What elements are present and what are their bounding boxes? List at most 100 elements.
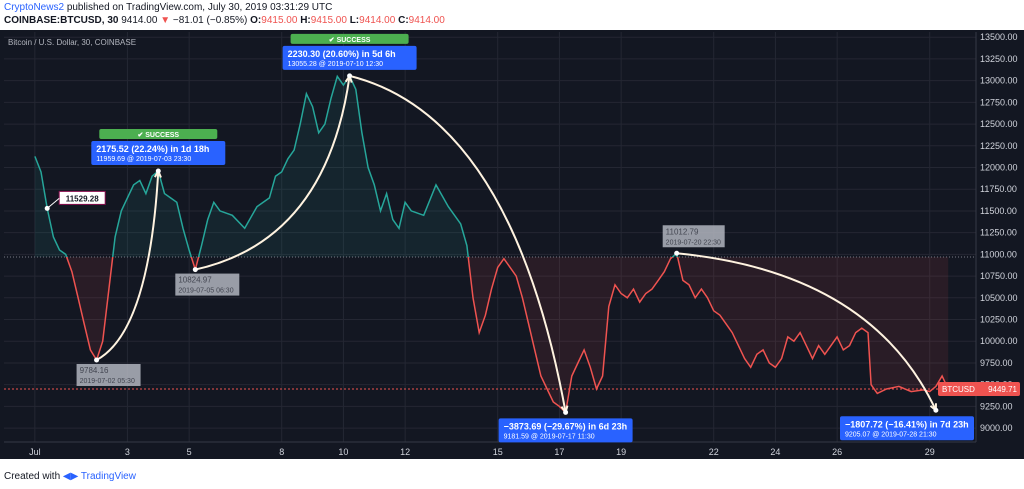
chart-header: CryptoNews2 published on TradingView.com… xyxy=(0,0,1024,30)
initial-price-label: 11529.28 xyxy=(66,194,99,203)
move-arc-0 xyxy=(96,170,160,361)
last-price: 9414.00 xyxy=(121,15,158,26)
high-value: 9415.00 xyxy=(310,15,347,26)
close-value: 9414.00 xyxy=(408,15,445,26)
price-change: −81.01 (−0.85%) xyxy=(172,15,248,26)
open-value: 9415.00 xyxy=(261,15,298,26)
y-tick-label-5: 10250.00 xyxy=(980,315,1018,325)
pivot-box-low-jul2 xyxy=(76,363,141,386)
y-tick-label-0: 9000.00 xyxy=(980,423,1013,433)
ohlc-bar: COINBASE:BTCUSD, 30 9414.00 ▼ −81.01 (−0… xyxy=(4,15,445,26)
y-tick-label-13: 12250.00 xyxy=(980,141,1018,151)
chart-watermark: Bitcoin / U.S. Dollar, 30, COINBASE xyxy=(8,38,137,47)
move-callout-text-0: 2175.52 (22.24%) in 1d 18h xyxy=(96,144,209,154)
pivot-box-low-jul5 xyxy=(175,273,240,296)
current-price-badge xyxy=(938,382,1020,397)
price-line-down xyxy=(65,256,949,414)
price-line-up xyxy=(34,74,679,257)
success-badge-1 xyxy=(290,33,409,44)
pivot-date-high-jul20: 2019-07-20 22:30 xyxy=(666,239,721,246)
y-tick-label-16: 13000.00 xyxy=(980,76,1018,86)
move-arc-2 xyxy=(349,74,567,413)
pivot-dot-low-jul2 xyxy=(94,357,100,363)
pivot-price-low-jul5: 10824.97 xyxy=(178,276,212,285)
created-with: Created with ◀▶ TradingView xyxy=(4,471,136,482)
y-tick-label-14: 12500.00 xyxy=(980,119,1018,129)
pivot-dot-high-jul10 xyxy=(347,73,353,79)
y-tick-label-12: 12000.00 xyxy=(980,163,1018,173)
open-key: O: xyxy=(250,15,262,26)
x-tick-label-1: 3 xyxy=(125,447,130,457)
y-tick-label-8: 11000.00 xyxy=(980,249,1017,259)
x-tick-label-3: 8 xyxy=(279,447,284,457)
move-callout-text-2: −3873.69 (−29.67%) in 6d 23h xyxy=(504,421,628,431)
x-tick-label-8: 19 xyxy=(616,447,626,457)
symbol-label: COINBASE:BTCUSD, 30 xyxy=(4,15,119,26)
pivot-price-low-jul2: 9784.16 xyxy=(80,366,109,375)
x-tick-label-10: 24 xyxy=(770,447,780,457)
y-tick-label-4: 10000.00 xyxy=(980,336,1018,346)
x-tick-label-11: 26 xyxy=(832,447,842,457)
low-value: 9414.00 xyxy=(359,15,396,26)
created-with-text: Created with xyxy=(4,471,61,482)
pivot-dot-high-jul20 xyxy=(674,250,680,256)
pivot-box-high-jul20 xyxy=(662,225,725,248)
success-badge-0 xyxy=(99,129,218,140)
success-badge-text-0: ✔ SUCCESS xyxy=(137,132,179,139)
high-key: H: xyxy=(300,15,311,26)
move-callout-sub-3: 9205.07 @ 2019-07-28 21:30 xyxy=(845,431,937,438)
x-tick-label-2: 5 xyxy=(187,447,192,457)
initial-price-box xyxy=(58,190,106,205)
y-tick-label-18: 13500.00 xyxy=(980,32,1018,42)
pivot-dot-high-jul3 xyxy=(155,168,161,174)
pivot-date-low-jul5: 2019-07-05 06:30 xyxy=(178,288,233,295)
close-key: C: xyxy=(398,15,409,26)
tradingview-brand[interactable]: TradingView xyxy=(80,471,136,482)
pivot-dot-low-jul5 xyxy=(192,267,198,273)
x-tick-label-9: 22 xyxy=(709,447,719,457)
y-tick-label-1: 9250.00 xyxy=(980,401,1013,411)
publish-info: CryptoNews2 published on TradingView.com… xyxy=(4,2,332,13)
publish-text: published on TradingView.com, July 30, 2… xyxy=(66,2,333,13)
move-arc-1 xyxy=(195,75,351,271)
x-tick-label-4: 10 xyxy=(338,447,348,457)
y-tick-label-17: 13250.00 xyxy=(980,54,1018,64)
author-link[interactable]: CryptoNews2 xyxy=(4,2,65,13)
y-tick-label-15: 12750.00 xyxy=(980,97,1018,107)
y-tick-label-9: 11250.00 xyxy=(980,228,1017,238)
pivot-dot-low-jul28 xyxy=(933,407,939,413)
current-price-value: 9449.71 xyxy=(988,385,1017,394)
pivot-price-high-jul20: 11012.79 xyxy=(666,227,699,236)
move-callout-box-0 xyxy=(91,141,226,166)
success-badge-text-1: ✔ SUCCESS xyxy=(329,37,371,44)
move-callout-box-1 xyxy=(282,45,417,70)
y-tick-label-11: 11750.00 xyxy=(980,184,1017,194)
initial-price-leader xyxy=(46,198,60,209)
move-callout-box-3 xyxy=(840,416,974,441)
move-callout-text-1: 2230.30 (20.60%) in 5d 6h xyxy=(288,49,396,59)
price-chart[interactable]: 9000.009250.009500.009750.0010000.001025… xyxy=(0,30,1024,459)
x-tick-label-5: 12 xyxy=(400,447,410,457)
move-callout-sub-1: 13055.28 @ 2019-07-10 12:30 xyxy=(288,61,384,68)
x-tick-label-12: 29 xyxy=(925,447,935,457)
y-tick-label-10: 11500.00 xyxy=(980,206,1017,216)
x-tick-label-0: Jul xyxy=(29,447,41,457)
x-tick-label-6: 15 xyxy=(493,447,503,457)
down-arrow-icon: ▼ xyxy=(160,15,171,26)
move-callout-text-3: −1807.72 (−16.41%) in 7d 23h xyxy=(845,419,969,429)
move-callout-sub-2: 9181.59 @ 2019-07-17 11:30 xyxy=(504,433,595,440)
area-above-baseline xyxy=(34,75,678,257)
move-callout-box-2 xyxy=(498,418,633,443)
chart-footer: Created with ◀▶ TradingView xyxy=(0,459,1024,489)
low-key: L: xyxy=(349,15,360,26)
y-tick-label-7: 10750.00 xyxy=(980,271,1018,281)
tradingview-logo-icon[interactable]: ◀▶ xyxy=(62,471,79,482)
x-tick-label-7: 17 xyxy=(554,447,564,457)
move-callout-sub-0: 11959.69 @ 2019-07-03 23:30 xyxy=(96,156,191,163)
chart-background xyxy=(0,30,1024,459)
y-tick-label-6: 10500.00 xyxy=(980,293,1018,303)
pivot-date-low-jul2: 2019-07-02 05:30 xyxy=(80,378,135,385)
pivot-dot-low-jul17 xyxy=(563,409,569,415)
area-below-baseline xyxy=(34,256,949,413)
y-tick-label-3: 9750.00 xyxy=(980,358,1013,368)
